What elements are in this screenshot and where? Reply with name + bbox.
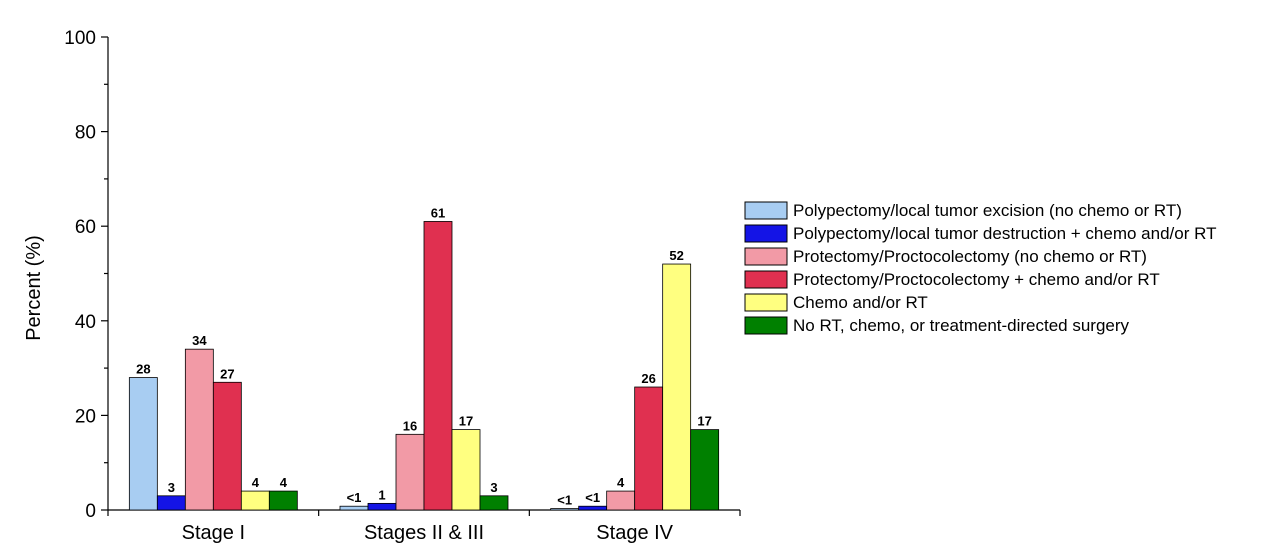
y-tick-label: 100 [64,28,96,49]
data-label: <1 [585,490,600,505]
legend-swatch [744,201,788,220]
bar [268,490,298,511]
data-label: <1 [557,493,572,508]
legend-label: Polypectomy/local tumor destruction + ch… [793,224,1216,243]
bar [128,377,158,511]
data-labels: 28 3 34 27 4 4 <1 1 16 61 17 3 <1 <1 4 26 52 17 [136,205,712,507]
bar [479,495,509,511]
axes: 0 20 40 60 80 100 Stage I Stages II & III Stage … [64,28,741,544]
y-axis-label: Percent (%) [23,235,45,341]
legend-swatch [744,316,788,335]
bar [606,490,636,511]
data-label: 17 [459,414,473,429]
y-tick-label: 40 [75,312,96,333]
data-label: 27 [220,366,234,381]
legend-swatch [744,270,788,289]
data-label: 4 [280,475,288,490]
bar [451,429,481,511]
data-label: 4 [617,475,625,490]
legend-label: No RT, chemo, or treatment-directed surg… [793,316,1130,335]
data-label: 16 [403,418,417,433]
bar [367,502,397,511]
legend-label: Protectomy/Proctocolectomy (no chemo or … [793,247,1147,266]
data-label: 4 [252,475,260,490]
legend-label: Chemo and/or RT [793,293,928,312]
bar [395,433,425,511]
bars [128,221,720,511]
x-tick-label: Stages II & III [364,522,484,544]
y-tick-label: 80 [75,123,96,144]
bar [423,221,453,511]
bar [662,263,692,511]
bar [634,386,664,511]
legend: Polypectomy/local tumor excision (no che… [744,201,1216,335]
bar [184,348,214,511]
data-label: 26 [641,371,655,386]
bar [212,381,242,511]
bar [156,495,186,511]
data-label: 3 [490,480,497,495]
data-label: 28 [136,362,150,377]
legend-swatch [744,247,788,266]
bar [550,508,580,511]
data-label: 34 [192,333,207,348]
x-tick-label: Stage I [182,522,245,544]
bar [240,490,270,511]
y-tick-label: 0 [85,501,96,522]
x-tick-label: Stage IV [596,522,673,544]
data-label: 52 [669,248,683,263]
bar [690,429,720,511]
data-label: 3 [168,480,175,495]
data-label: 17 [697,414,711,429]
bar [578,505,608,511]
bar [339,505,369,511]
data-label: <1 [347,490,362,505]
data-label: 61 [431,205,445,220]
legend-swatch [744,224,788,243]
y-tick-label: 60 [75,217,96,238]
legend-label: Protectomy/Proctocolectomy + chemo and/o… [793,270,1160,289]
y-tick-label: 20 [75,406,96,427]
legend-label: Polypectomy/local tumor excision (no che… [793,201,1182,220]
data-label: 1 [378,487,385,502]
legend-swatch [744,293,788,312]
